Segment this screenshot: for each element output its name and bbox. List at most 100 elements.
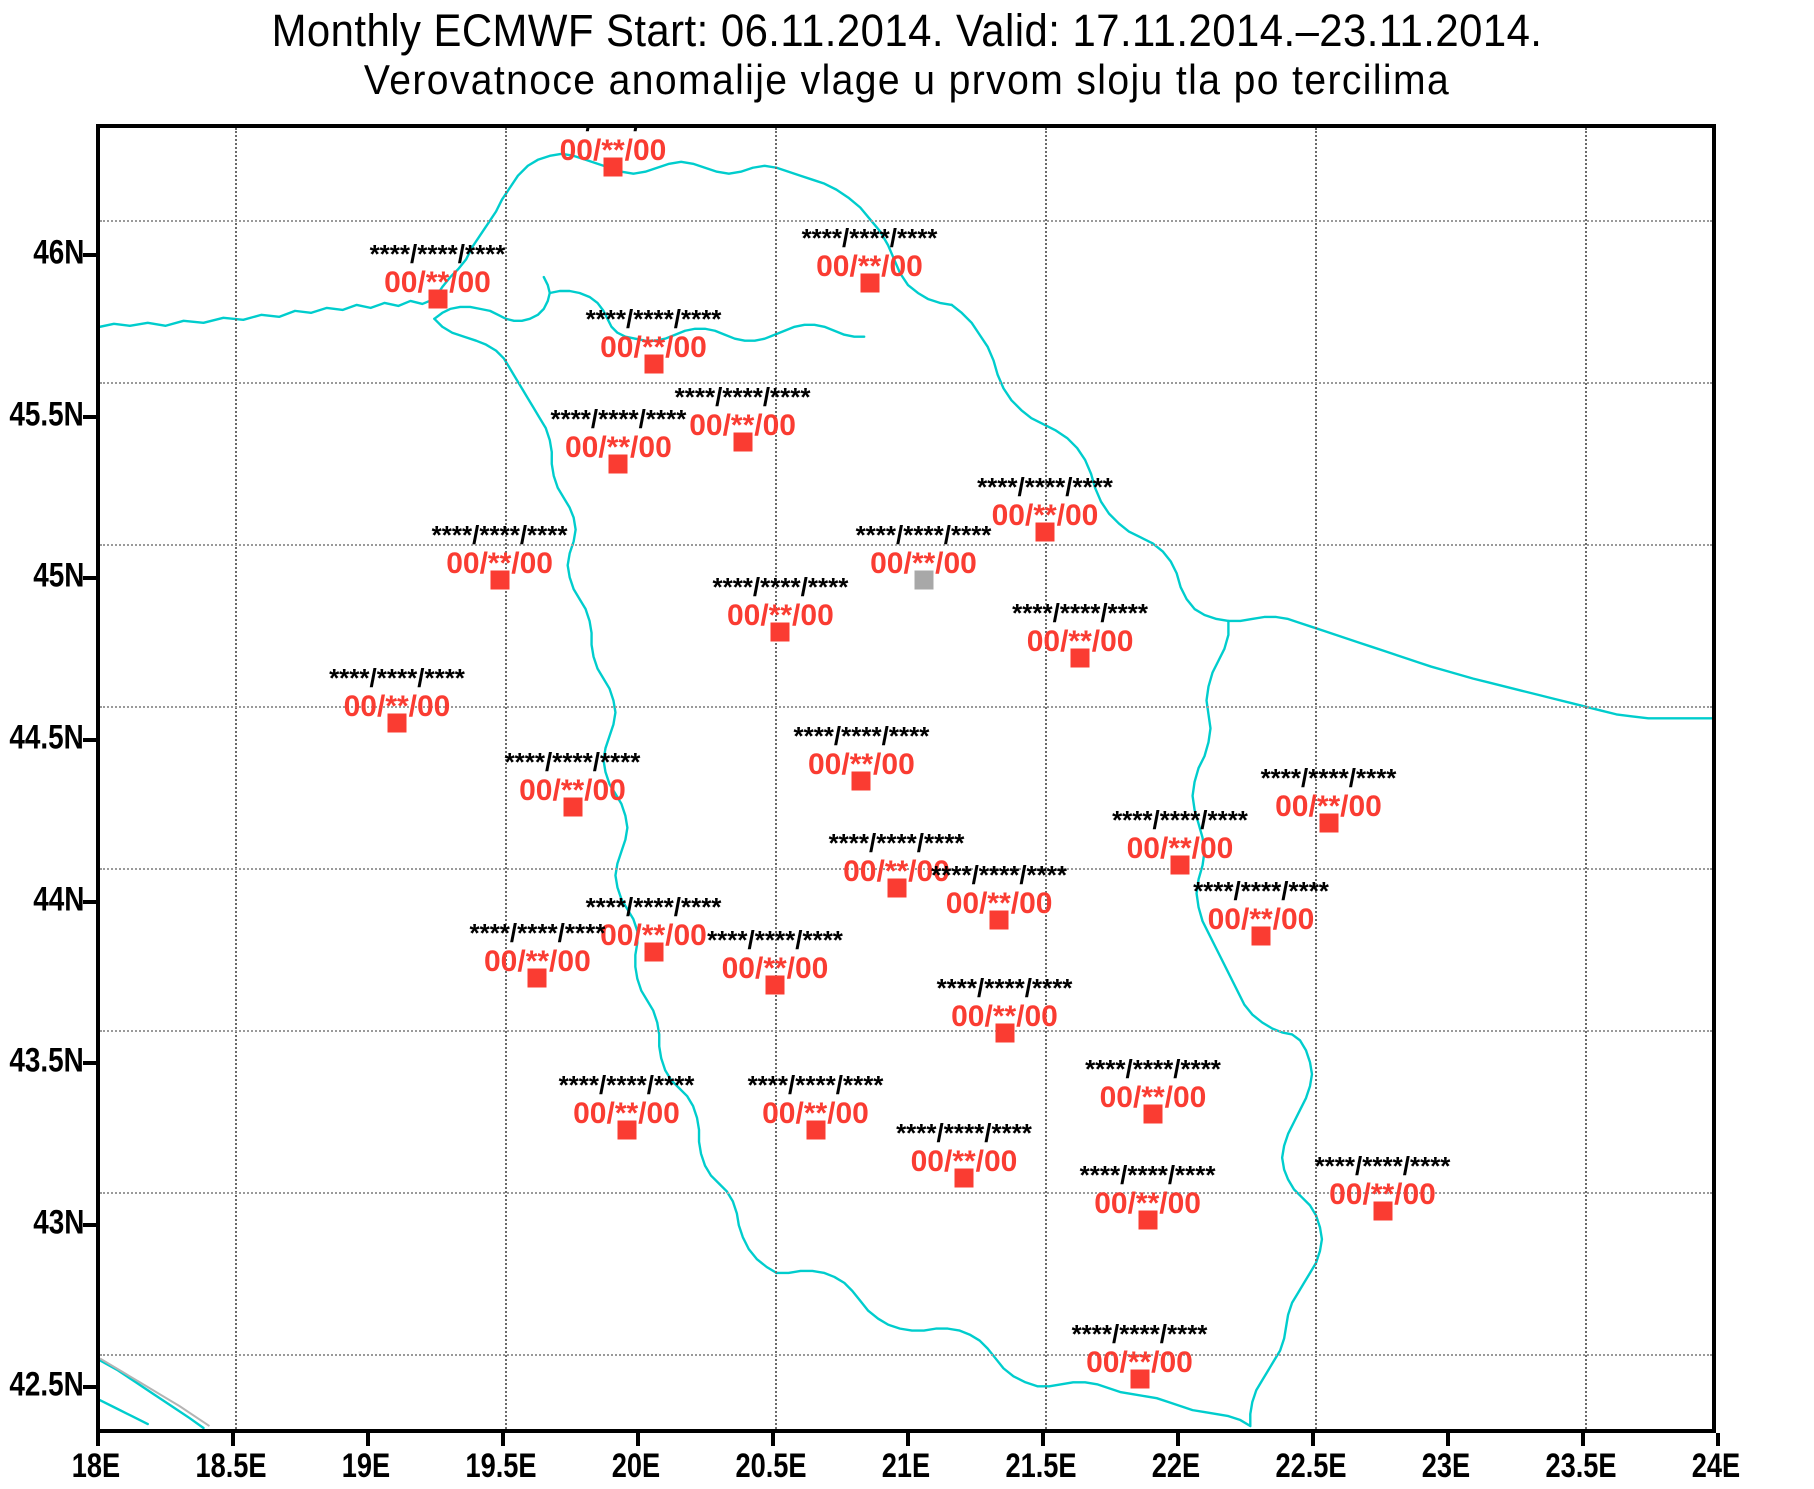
x-axis-tick: [231, 1433, 235, 1446]
x-axis-tick: [636, 1433, 640, 1446]
x-axis-label: 18.5E: [195, 1447, 267, 1485]
station-tercile-upper: ****/****/****: [1085, 1053, 1221, 1084]
station-marker: [770, 622, 790, 642]
y-axis-label: 46N: [32, 233, 84, 272]
x-axis-tick: [1716, 1433, 1720, 1446]
gridline-horizontal: [100, 220, 1712, 222]
station-label-group: ****/****/****00/**/00: [559, 1072, 695, 1129]
station-marker: [1035, 522, 1055, 542]
x-axis-tick: [1041, 1433, 1045, 1446]
station-tercile-upper: ****/****/****: [674, 381, 811, 412]
station-marker: [765, 975, 785, 994]
station-tercile-upper: ****/****/****: [1012, 598, 1149, 629]
x-axis-label: 21.5E: [1005, 1447, 1077, 1485]
station-tercile-upper: ****/****/****: [977, 472, 1113, 502]
station-marker: [608, 454, 628, 474]
station-marker: [1143, 1104, 1163, 1124]
station-tercile-upper: ****/****/****: [329, 662, 465, 693]
station-label-group: ****/****/****00/**/00: [707, 927, 843, 984]
x-axis-tick: [1446, 1433, 1450, 1446]
station-marker: [428, 289, 447, 309]
gridline-horizontal: [100, 868, 1712, 870]
y-axis-label: 45.5N: [9, 395, 84, 434]
chart-subtitle-line-2: Verovatnoce anomalije vlage u prvom sloj…: [363, 56, 1451, 103]
y-axis-label: 43N: [32, 1203, 84, 1242]
y-axis-tick: [83, 738, 96, 743]
station-tercile-upper: ****/****/****: [585, 303, 722, 334]
x-axis-tick: [771, 1433, 775, 1446]
y-axis-label: 44.5N: [9, 718, 84, 757]
y-axis-tick: [83, 1061, 96, 1066]
station-label-group: ****/****/****00/**/00: [1080, 1162, 1216, 1219]
x-axis-label: 23.5E: [1545, 1447, 1617, 1485]
station-marker: [603, 157, 623, 177]
station-tercile-upper: ****/****/****: [712, 572, 849, 603]
x-axis-label: 20E: [611, 1447, 661, 1485]
x-axis-tick: [906, 1433, 910, 1446]
station-label-group: ****/****/****00/**/00: [793, 723, 929, 780]
station-tercile-upper: ****/****/****: [896, 1118, 1032, 1149]
station-tercile-upper: ****/****/****: [558, 1069, 695, 1100]
station-marker: [644, 942, 663, 962]
x-axis-label: 22E: [1151, 1447, 1201, 1485]
y-axis-label: 45N: [32, 556, 84, 595]
station-tercile-upper: ****/****/****: [1193, 876, 1329, 907]
station-tercile-upper: ****/****/****: [1071, 1318, 1208, 1349]
station-marker: [387, 713, 407, 733]
station-marker: [1170, 855, 1190, 875]
y-axis-label: 43.5N: [9, 1041, 84, 1080]
station-tercile-upper: ****/****/****: [550, 404, 687, 435]
gridline-horizontal: [100, 544, 1712, 546]
station-tercile-upper: ****/****/****: [431, 520, 568, 551]
x-axis-tick: [1176, 1433, 1180, 1446]
station-tercile-upper: ****/****/****: [585, 892, 722, 923]
station-marker: [617, 1120, 636, 1140]
station-marker: [860, 273, 879, 293]
x-axis-tick: [1311, 1433, 1315, 1446]
y-axis-label: 42.5N: [9, 1365, 84, 1404]
x-axis-label: 18E: [71, 1447, 121, 1485]
station-marker: [806, 1120, 825, 1140]
station-tercile-upper: ****/****/****: [1314, 1150, 1451, 1181]
station-label-group: ****/****/****00/**/00: [856, 522, 992, 579]
gridline-vertical: [235, 128, 237, 1429]
station-marker: [1251, 926, 1271, 946]
station-tercile-upper: ****/****/****: [1260, 762, 1397, 793]
station-label-group: ****/****/****00/**/00: [1261, 765, 1397, 822]
x-axis-tick: [96, 1433, 100, 1446]
x-axis-label: 19E: [341, 1447, 391, 1485]
station-tercile-upper: ****/****/****: [1079, 1160, 1216, 1191]
station-label-group: ****/****/****00/**/00: [1012, 600, 1148, 657]
station-tercile-upper: ****/****/****: [936, 972, 1073, 1003]
station-marker: [954, 1168, 974, 1188]
station-tercile-upper: ****/****/****: [793, 720, 930, 751]
station-tercile-upper: ****/****/****: [931, 859, 1068, 890]
station-marker: [1319, 813, 1338, 833]
gridline-horizontal: [100, 382, 1712, 384]
station-marker: [490, 570, 510, 590]
station-tercile-upper: ****/****/****: [504, 746, 641, 777]
gridline-vertical: [505, 128, 507, 1429]
station-tercile-upper: ****/****/****: [855, 520, 992, 551]
y-axis-tick: [83, 253, 96, 258]
station-marker: [1130, 1369, 1149, 1389]
y-axis-tick: [83, 576, 96, 581]
station-tercile-upper: ****/****/****: [707, 924, 843, 955]
station-tercile-upper: ****/****/****: [469, 918, 606, 949]
station-label-group: ****/****/****00/**/00: [802, 225, 938, 282]
station-tercile-upper: ****/****/****: [545, 128, 681, 135]
y-axis-label: 44N: [32, 880, 84, 919]
x-axis-label: 23E: [1421, 1447, 1471, 1485]
station-marker: [914, 570, 933, 590]
station-marker: [995, 1023, 1014, 1043]
gridline-vertical: [1585, 128, 1587, 1429]
x-axis-tick: [1581, 1433, 1585, 1446]
gridline-horizontal: [100, 1192, 1712, 1194]
station-marker: [851, 771, 871, 791]
gridline-horizontal: [100, 706, 1712, 708]
station-label-group: ****/****/****00/**/00: [712, 574, 848, 631]
station-tercile-upper: ****/****/****: [369, 239, 506, 270]
station-marker: [733, 432, 753, 451]
gridline-horizontal: [100, 1354, 1712, 1356]
station-tercile-upper: ****/****/****: [1112, 804, 1248, 835]
